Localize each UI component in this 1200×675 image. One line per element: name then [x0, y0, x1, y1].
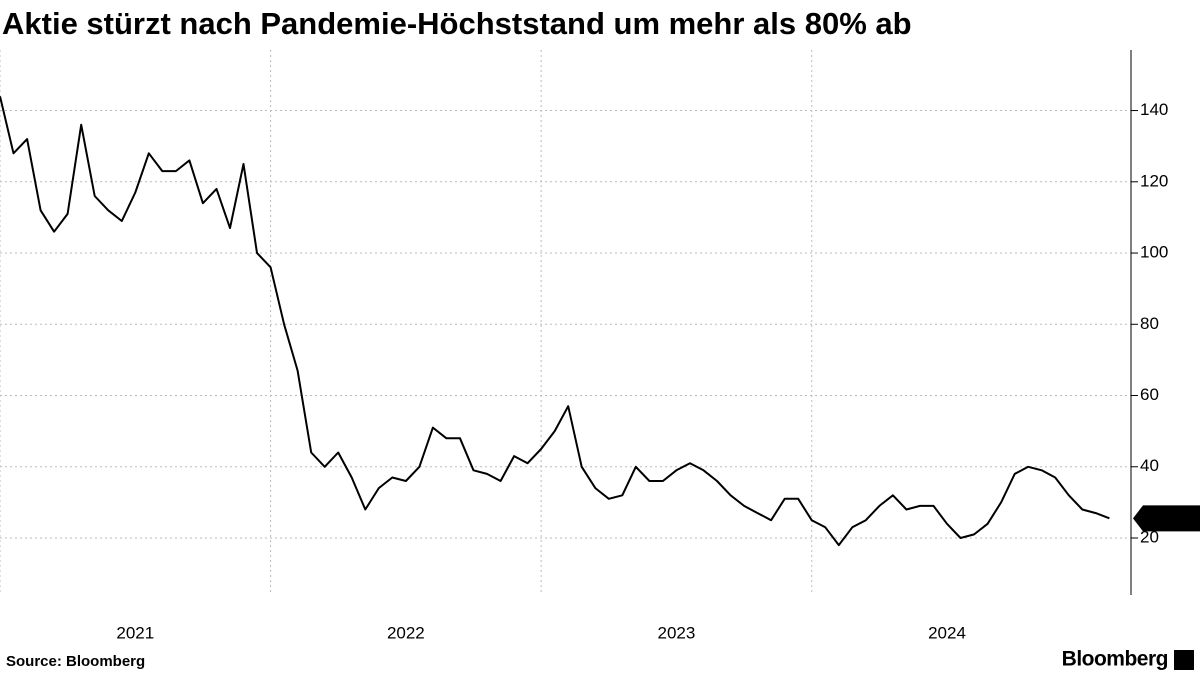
- y-tick-label: 60: [1140, 385, 1159, 404]
- y-tick-label: 80: [1140, 314, 1159, 333]
- chart-title: Aktie stürzt nach Pandemie-Höchststand u…: [2, 6, 912, 41]
- source: Source: Bloomberg: [6, 653, 145, 670]
- x-tick-label: 2022: [387, 623, 425, 642]
- y-tick-label: 120: [1140, 171, 1168, 190]
- y-tick-label: 140: [1140, 100, 1168, 119]
- y-tick-label: 100: [1140, 243, 1168, 262]
- last-value-flag: [1133, 505, 1200, 532]
- x-tick-label: 2021: [116, 623, 154, 642]
- price-line: [0, 96, 1110, 547]
- logo-icon: [1174, 650, 1194, 670]
- y-tick-label: 20: [1140, 527, 1159, 546]
- brand-logo: Bloomberg: [1062, 648, 1168, 671]
- x-tick-label: 2023: [658, 623, 696, 642]
- x-tick-label: 2024: [928, 623, 966, 642]
- last-value-label: 25.52: [1144, 508, 1187, 527]
- y-tick-label: 40: [1140, 456, 1159, 475]
